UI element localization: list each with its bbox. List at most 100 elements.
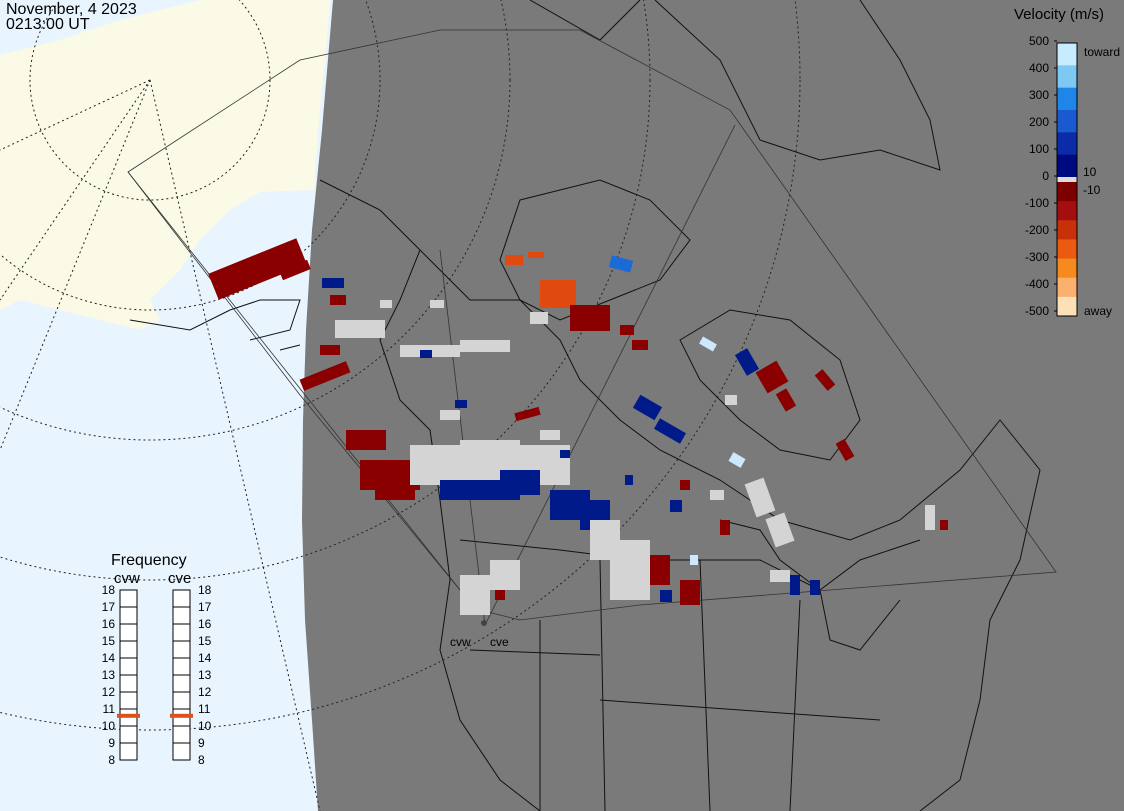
velocity-cell [320,345,340,355]
velocity-cell [725,395,737,405]
frequency-level-label: 14 [102,651,116,665]
frequency-title: Frequency [111,552,187,569]
frequency-cell [119,657,138,676]
frequency-level-label: 16 [198,617,212,631]
velocity-cell [279,259,311,281]
frequency-cell [119,606,138,625]
legend-tick: 0 [1042,169,1049,183]
velocity-cell [810,580,820,595]
frequency-level-label: 8 [108,753,115,767]
legend-tick: -100 [1025,196,1049,210]
frequency-cell [119,725,138,744]
legend-swatch [1057,277,1077,298]
velocity-cell [925,505,935,530]
velocity-cell [720,520,730,535]
time-label: 0213:00 UT [6,16,90,33]
frequency-level-label: 9 [108,736,115,750]
frequency-level-label: 15 [198,634,212,648]
velocity-cell [490,560,520,590]
frequency-level-label: 11 [198,702,211,716]
legend-swatch [1057,177,1077,182]
velocity-cell [755,360,789,394]
velocity-cell [495,590,505,600]
frequency-level-label: 16 [102,617,116,631]
velocity-legend: Velocity (m/s) 500 400 300 200 100 0 -100 -200 -… [1014,6,1120,318]
velocity-cell [530,312,548,324]
legend-swatch [1057,201,1077,221]
radar-site-label-cve: cve [490,635,509,649]
velocity-cell [680,580,700,605]
frequency-cell [119,589,138,608]
legend-tick: 500 [1029,34,1049,48]
velocity-cell [455,400,467,408]
legend-tick-labels: 500 400 300 200 100 0 -100 -200 -300 -400 -500 [1025,34,1057,318]
legend-small-positive: 10 [1083,165,1097,179]
legend-swatch [1057,43,1077,66]
velocity-cell [775,388,797,412]
velocity-cell [570,305,610,331]
velocity-cell [632,340,648,350]
velocity-cell [710,490,724,500]
radar-sites: cvw cve [450,620,509,649]
legend-small-negative: -10 [1083,183,1101,197]
velocity-cell [440,410,460,420]
frequency-cell [172,674,191,693]
velocity-cell [790,575,800,595]
legend-swatch [1057,182,1077,202]
frequency-radar-cvw: cvw [114,570,140,587]
legend-swatch [1057,87,1077,111]
velocity-cell [632,394,663,421]
frequency-cell [172,657,191,676]
legend-tick: -500 [1025,304,1049,318]
velocity-cell [420,350,432,358]
velocity-cell [610,540,650,600]
legend-swatch [1057,110,1077,133]
frequency-level-label: 18 [198,583,212,597]
velocity-cell [744,477,776,518]
frequency-cell [172,589,191,608]
velocity-cells [208,238,948,615]
velocity-cell [540,280,576,308]
frequency-level-label: 17 [102,600,116,614]
legend-away-label: away [1084,304,1112,318]
velocity-cell [500,470,540,495]
velocity-cell [380,300,392,308]
legend-swatch [1057,132,1077,156]
velocity-cell [650,555,670,585]
velocity-cell [765,512,795,548]
frequency-cell [119,691,138,710]
frequency-level-label: 13 [198,668,212,682]
frequency-level-label: 17 [198,600,212,614]
velocity-cell [540,430,560,440]
velocity-cell [514,406,541,422]
frequency-level-label: 15 [102,634,116,648]
legend-swatch [1057,154,1077,178]
date-label: November, 4 2023 [6,1,137,18]
velocity-cell [299,361,351,391]
velocity-cell [734,348,760,376]
frequency-level-label: 8 [198,753,205,767]
radar-site-label-cvw: cvw [450,635,471,649]
velocity-cell [654,418,686,444]
legend-swatch [1057,239,1077,260]
frequency-cell [172,742,191,761]
velocity-cell [330,295,346,305]
velocity-cell [680,480,690,490]
velocity-cell [625,475,633,485]
frequency-cell [119,623,138,642]
legend-frame [1056,42,1078,317]
velocity-cell [670,500,682,512]
velocity-cell [460,340,510,352]
frequency-panel: Frequency cvw cve 1817161514131211109818… [102,552,212,767]
velocity-cell [814,369,836,391]
frequency-level-label: 12 [198,685,212,699]
velocity-cell [699,336,717,352]
velocity-cell [690,555,698,565]
legend-colorbar [1056,42,1078,317]
frequency-radar-cve: cve [168,570,191,587]
velocity-cell [560,450,570,458]
coastlines [129,0,1041,811]
legend-tick: 200 [1029,115,1049,129]
velocity-cell [608,255,634,273]
frequency-cell [172,640,191,659]
